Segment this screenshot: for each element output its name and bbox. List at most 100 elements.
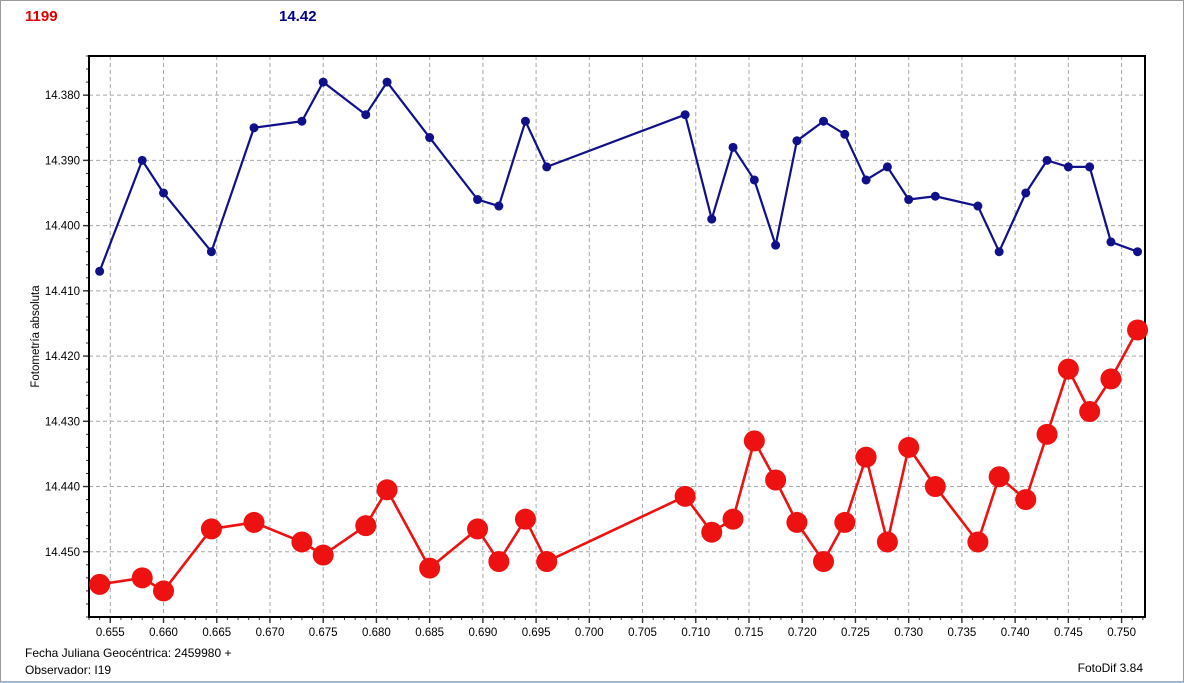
x-tick-label: 0.705 [628, 627, 657, 639]
blue-series-point [771, 240, 781, 250]
red-series-point [376, 479, 398, 501]
x-tick-label: 0.730 [894, 627, 923, 639]
blue-series-point [542, 162, 552, 172]
x-tick-label: 0.665 [202, 627, 231, 639]
julian-date-label: Fecha Juliana Geocéntrica: 2459980 + [25, 646, 232, 660]
x-tick-label: 0.685 [415, 627, 444, 639]
app-version-label: FotoDif 3.84 [1077, 661, 1143, 675]
blue-series-point [904, 195, 914, 205]
blue-series-point [840, 129, 850, 139]
x-tick-label: 0.700 [575, 627, 604, 639]
blue-series-point [1106, 237, 1116, 247]
red-series-point [291, 531, 313, 553]
x-tick-label: 0.745 [1054, 627, 1083, 639]
red-series-point [153, 580, 175, 602]
red-series-point [834, 511, 856, 533]
red-series-point [467, 518, 489, 540]
red-series-point [743, 430, 765, 452]
red-series-point [924, 476, 946, 498]
red-series-point [1127, 319, 1149, 341]
blue-series-point [1042, 155, 1052, 165]
blue-series-point [159, 188, 169, 198]
blue-series-point [95, 266, 105, 276]
blue-series-point [930, 191, 940, 201]
blue-series-point [520, 116, 530, 126]
observer-label: Observador: I19 [25, 663, 112, 677]
x-tick-label: 0.750 [1107, 627, 1136, 639]
y-tick-label: 14.450 [45, 547, 80, 559]
red-series-point [200, 518, 222, 540]
x-tick-label: 0.675 [309, 627, 338, 639]
red-series-point [243, 511, 265, 533]
y-tick-label: 14.440 [45, 482, 80, 494]
gridlines [89, 56, 1145, 617]
red-series [89, 319, 1149, 602]
red-series-point [419, 557, 441, 579]
red-series-point [855, 446, 877, 468]
red-series-point [674, 485, 696, 507]
x-tick-label: 0.680 [362, 627, 391, 639]
blue-series-point [361, 110, 371, 120]
red-series-point [898, 436, 920, 458]
x-tick-label: 0.740 [1001, 627, 1030, 639]
blue-series-point [728, 142, 738, 152]
x-tick-label: 0.690 [468, 627, 497, 639]
blue-series-point [792, 136, 802, 146]
blue-series-point [249, 123, 259, 133]
x-tick-label: 0.715 [735, 627, 764, 639]
red-series-point [131, 567, 153, 589]
blue-series-point [861, 175, 871, 185]
red-series-point [786, 511, 808, 533]
x-tick-label: 0.695 [522, 627, 551, 639]
x-tick-label: 0.720 [788, 627, 817, 639]
red-series-point [701, 521, 723, 543]
y-axis-tick-labels: 14.380 14.390 14.400 14.410 14.420 14.430 14.4… [45, 90, 80, 559]
x-axis-tick-labels: 0.655 0.660 0.665 0.670 0.675 0.680 0.685 0.690… [96, 627, 1136, 639]
y-tick-label: 14.400 [45, 221, 80, 233]
blue-series-point [425, 133, 435, 143]
blue-series-point [819, 116, 829, 126]
x-tick-label: 0.655 [96, 627, 125, 639]
red-series-point [1015, 489, 1037, 511]
y-tick-label: 14.410 [45, 286, 80, 298]
object-number-label: 1199 [25, 8, 58, 25]
blue-series-point [206, 247, 216, 257]
blue-series-point [680, 110, 690, 120]
blue-series [95, 77, 1143, 276]
red-series-point [967, 531, 989, 553]
red-series-point [988, 466, 1010, 488]
y-tick-label: 14.420 [45, 351, 80, 363]
blue-series-point [297, 116, 307, 126]
red-series-point [1036, 423, 1058, 445]
red-series-point [765, 469, 787, 491]
red-series-point [1079, 401, 1101, 423]
blue-series-point [882, 162, 892, 172]
red-series-point [514, 508, 536, 530]
blue-series-point [137, 155, 147, 165]
blue-series-point [1021, 188, 1031, 198]
blue-series-point [1085, 162, 1095, 172]
red-series-point [355, 515, 377, 537]
blue-series-point [473, 195, 483, 205]
x-tick-label: 0.670 [256, 627, 285, 639]
blue-series-point [494, 201, 504, 211]
blue-series-point [973, 201, 983, 211]
x-tick-label: 0.710 [681, 627, 710, 639]
magnitude-label: 14.42 [279, 8, 317, 25]
y-tick-label: 14.390 [45, 155, 80, 167]
blue-series-point [749, 175, 759, 185]
red-series-point [813, 551, 835, 573]
y-axis-title: Fotometría absoluta [30, 285, 42, 388]
blue-series-point [707, 214, 717, 224]
x-tick-label: 0.660 [149, 627, 178, 639]
red-series-point [89, 573, 111, 595]
red-series-point [312, 544, 334, 566]
x-tick-label: 0.735 [948, 627, 977, 639]
blue-series-point [994, 247, 1004, 257]
red-series-point [722, 508, 744, 530]
red-series-point [1057, 358, 1079, 380]
y-tick-label: 14.380 [45, 90, 80, 102]
